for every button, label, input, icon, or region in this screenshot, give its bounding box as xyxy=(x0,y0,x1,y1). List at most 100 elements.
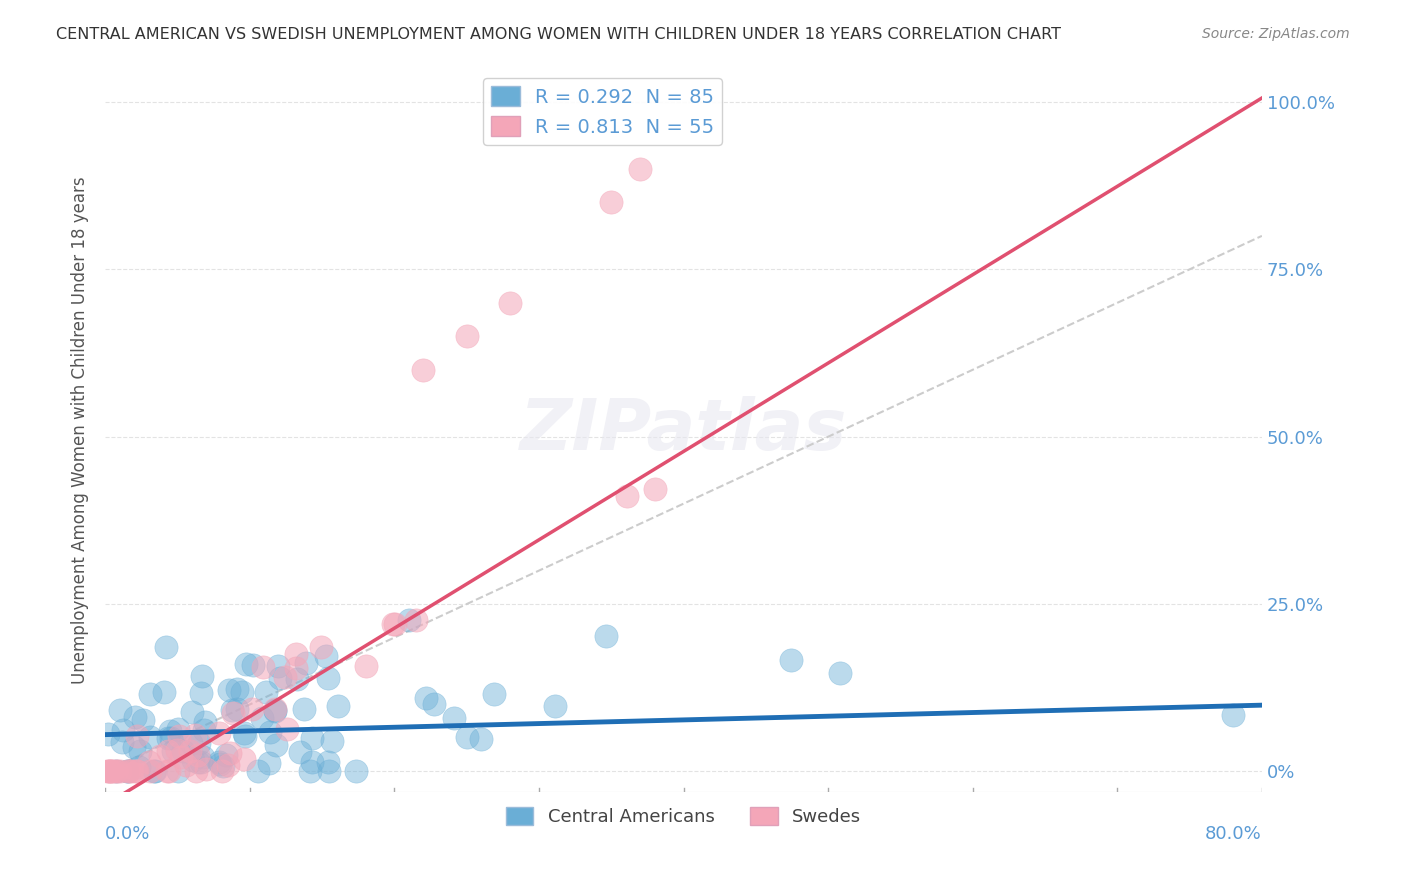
Point xyxy=(412,363,434,377)
Point xyxy=(309,640,332,655)
Point xyxy=(121,764,143,779)
Point xyxy=(156,744,179,758)
Point xyxy=(103,764,125,779)
Point xyxy=(600,195,623,210)
Text: 0.0%: 0.0% xyxy=(105,825,150,843)
Point xyxy=(162,744,184,758)
Point xyxy=(252,659,274,673)
Point xyxy=(219,746,242,760)
Point xyxy=(318,764,340,779)
Point xyxy=(321,734,343,748)
Point xyxy=(264,702,287,716)
Point xyxy=(456,329,478,343)
Point xyxy=(100,764,122,779)
Point xyxy=(100,764,122,779)
Point xyxy=(115,764,138,779)
Point xyxy=(159,723,181,738)
Point xyxy=(499,295,522,310)
Point xyxy=(166,743,188,757)
Point xyxy=(235,729,257,743)
Point xyxy=(180,706,202,720)
Point xyxy=(247,764,270,779)
Point xyxy=(398,614,420,628)
Point xyxy=(264,704,287,718)
Point xyxy=(117,764,139,779)
Point xyxy=(257,756,280,771)
Point xyxy=(266,739,288,753)
Point xyxy=(443,711,465,725)
Point xyxy=(167,764,190,779)
Point xyxy=(233,725,256,739)
Point xyxy=(315,648,337,663)
Point xyxy=(167,723,190,737)
Point xyxy=(139,687,162,701)
Text: ZIPatlas: ZIPatlas xyxy=(520,395,848,465)
Point xyxy=(301,756,323,770)
Point xyxy=(405,613,427,627)
Point xyxy=(139,730,162,744)
Point xyxy=(298,764,321,779)
Y-axis label: Unemployment Among Women with Children Under 18 years: Unemployment Among Women with Children U… xyxy=(72,177,89,684)
Point xyxy=(128,760,150,774)
Point xyxy=(160,731,183,745)
Point xyxy=(316,755,339,769)
Point xyxy=(157,764,180,779)
Point xyxy=(110,703,132,717)
Point xyxy=(208,726,231,740)
Point xyxy=(779,653,801,667)
Point xyxy=(215,748,238,763)
Point xyxy=(218,682,240,697)
Point xyxy=(267,659,290,673)
Point xyxy=(179,744,201,758)
Point xyxy=(384,616,406,631)
Point xyxy=(415,690,437,705)
Point xyxy=(285,661,308,675)
Point xyxy=(1222,707,1244,722)
Point xyxy=(117,764,139,779)
Point xyxy=(616,489,638,503)
Point xyxy=(285,647,308,661)
Point xyxy=(97,764,120,779)
Point xyxy=(174,757,197,772)
Point xyxy=(316,671,339,685)
Text: 80.0%: 80.0% xyxy=(1205,825,1263,843)
Point xyxy=(208,755,231,769)
Point xyxy=(184,764,207,778)
Point xyxy=(122,740,145,755)
Point xyxy=(292,702,315,716)
Point xyxy=(259,725,281,739)
Point xyxy=(155,764,177,779)
Point xyxy=(127,764,149,779)
Point xyxy=(190,685,212,699)
Point xyxy=(274,670,297,684)
Point xyxy=(97,727,120,741)
Point xyxy=(381,617,404,632)
Point xyxy=(170,750,193,764)
Point xyxy=(208,757,231,772)
Point xyxy=(344,764,367,779)
Point xyxy=(180,736,202,750)
Point xyxy=(250,711,273,725)
Point xyxy=(125,764,148,779)
Point xyxy=(152,685,174,699)
Point xyxy=(169,729,191,743)
Point xyxy=(354,659,377,673)
Point xyxy=(285,672,308,686)
Point xyxy=(190,755,212,769)
Point xyxy=(138,755,160,769)
Point xyxy=(194,715,217,730)
Point xyxy=(111,723,134,738)
Point xyxy=(184,728,207,742)
Point xyxy=(264,703,287,717)
Point xyxy=(301,731,323,745)
Point xyxy=(211,764,233,779)
Point xyxy=(143,764,166,779)
Point xyxy=(254,684,277,698)
Point xyxy=(470,731,492,746)
Point xyxy=(187,755,209,769)
Point xyxy=(595,629,617,643)
Point xyxy=(288,745,311,759)
Point xyxy=(294,657,316,671)
Point xyxy=(118,764,141,779)
Point xyxy=(129,744,152,758)
